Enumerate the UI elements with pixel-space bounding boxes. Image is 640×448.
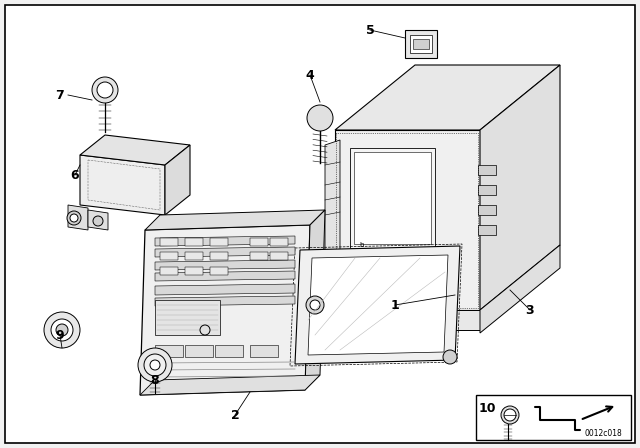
Circle shape bbox=[306, 296, 324, 314]
Bar bbox=[270, 252, 288, 260]
Polygon shape bbox=[155, 284, 295, 295]
Text: b: b bbox=[360, 242, 364, 248]
Circle shape bbox=[56, 324, 68, 336]
Polygon shape bbox=[480, 65, 560, 310]
Text: 1: 1 bbox=[390, 298, 399, 311]
Bar bbox=[354, 152, 431, 244]
Bar bbox=[478, 185, 496, 195]
Text: 4: 4 bbox=[306, 69, 314, 82]
Polygon shape bbox=[335, 130, 480, 310]
Bar bbox=[478, 205, 496, 215]
Text: 8: 8 bbox=[150, 374, 159, 387]
Circle shape bbox=[97, 82, 113, 98]
Text: 6: 6 bbox=[70, 168, 79, 181]
Bar bbox=[185, 252, 203, 260]
Polygon shape bbox=[80, 135, 190, 165]
Polygon shape bbox=[145, 210, 325, 230]
Circle shape bbox=[92, 77, 118, 103]
Polygon shape bbox=[155, 271, 295, 281]
Circle shape bbox=[144, 354, 166, 376]
Polygon shape bbox=[308, 255, 448, 355]
Bar bbox=[413, 39, 429, 49]
Bar bbox=[405, 30, 437, 58]
Bar bbox=[185, 238, 203, 246]
Circle shape bbox=[504, 409, 516, 421]
Text: 0012c018: 0012c018 bbox=[584, 429, 622, 438]
Polygon shape bbox=[155, 260, 295, 270]
Bar bbox=[185, 345, 213, 357]
Text: 10: 10 bbox=[478, 401, 496, 414]
Text: 9: 9 bbox=[56, 328, 64, 341]
Bar bbox=[478, 225, 496, 235]
Circle shape bbox=[93, 216, 103, 226]
Circle shape bbox=[200, 325, 210, 335]
Circle shape bbox=[307, 105, 333, 131]
Polygon shape bbox=[480, 245, 560, 333]
Polygon shape bbox=[155, 296, 295, 306]
Circle shape bbox=[501, 406, 519, 424]
Bar bbox=[160, 238, 178, 246]
Bar bbox=[410, 35, 432, 53]
Bar bbox=[350, 258, 435, 270]
Polygon shape bbox=[165, 145, 190, 215]
Text: 3: 3 bbox=[525, 303, 534, 316]
Polygon shape bbox=[305, 210, 325, 390]
Bar bbox=[185, 267, 203, 275]
Bar bbox=[215, 345, 243, 357]
Bar bbox=[250, 252, 268, 260]
Text: 5: 5 bbox=[365, 23, 374, 36]
Bar bbox=[476, 395, 631, 440]
Text: 2: 2 bbox=[230, 409, 239, 422]
Bar bbox=[350, 148, 435, 248]
Polygon shape bbox=[140, 225, 310, 395]
Text: 7: 7 bbox=[56, 89, 65, 102]
Circle shape bbox=[443, 350, 457, 364]
Bar bbox=[160, 252, 178, 260]
Circle shape bbox=[138, 348, 172, 382]
Polygon shape bbox=[155, 236, 295, 246]
Bar bbox=[350, 278, 435, 296]
Circle shape bbox=[44, 312, 80, 348]
Polygon shape bbox=[295, 246, 460, 364]
Bar bbox=[478, 165, 496, 175]
Bar bbox=[210, 238, 228, 246]
Polygon shape bbox=[155, 247, 295, 257]
Bar bbox=[155, 345, 183, 357]
Polygon shape bbox=[335, 310, 480, 330]
Polygon shape bbox=[68, 205, 88, 230]
Polygon shape bbox=[80, 155, 165, 215]
Polygon shape bbox=[325, 140, 340, 300]
Bar bbox=[250, 345, 278, 357]
Bar bbox=[210, 267, 228, 275]
Bar bbox=[250, 238, 268, 246]
Circle shape bbox=[150, 360, 160, 370]
Bar bbox=[160, 267, 178, 275]
Polygon shape bbox=[88, 210, 108, 230]
Circle shape bbox=[310, 300, 320, 310]
Bar bbox=[155, 300, 220, 335]
Circle shape bbox=[70, 214, 78, 222]
Polygon shape bbox=[140, 375, 320, 395]
Polygon shape bbox=[335, 65, 560, 130]
Circle shape bbox=[51, 319, 73, 341]
Bar bbox=[210, 252, 228, 260]
Circle shape bbox=[67, 211, 81, 225]
Bar bbox=[270, 238, 288, 246]
